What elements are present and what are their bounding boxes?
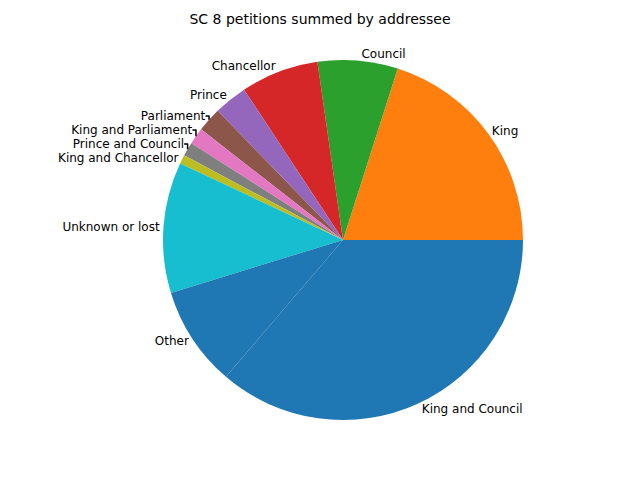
svg-text:Council: Council (361, 47, 405, 61)
svg-text:Prince and Council: Prince and Council (73, 137, 184, 151)
svg-text:King and Council: King and Council (422, 402, 523, 416)
svg-text:Parliament: Parliament (141, 109, 206, 123)
svg-text:King and Parliament: King and Parliament (71, 123, 192, 137)
svg-text:Prince: Prince (190, 88, 227, 102)
svg-text:King and Chancellor: King and Chancellor (58, 151, 179, 165)
svg-text:Chancellor: Chancellor (212, 59, 276, 73)
svg-text:SC 8 petitions summed by addre: SC 8 petitions summed by addressee (189, 11, 450, 27)
svg-text:King: King (492, 124, 518, 138)
svg-text:Other: Other (155, 334, 189, 348)
svg-text:Unknown or lost: Unknown or lost (62, 220, 160, 234)
